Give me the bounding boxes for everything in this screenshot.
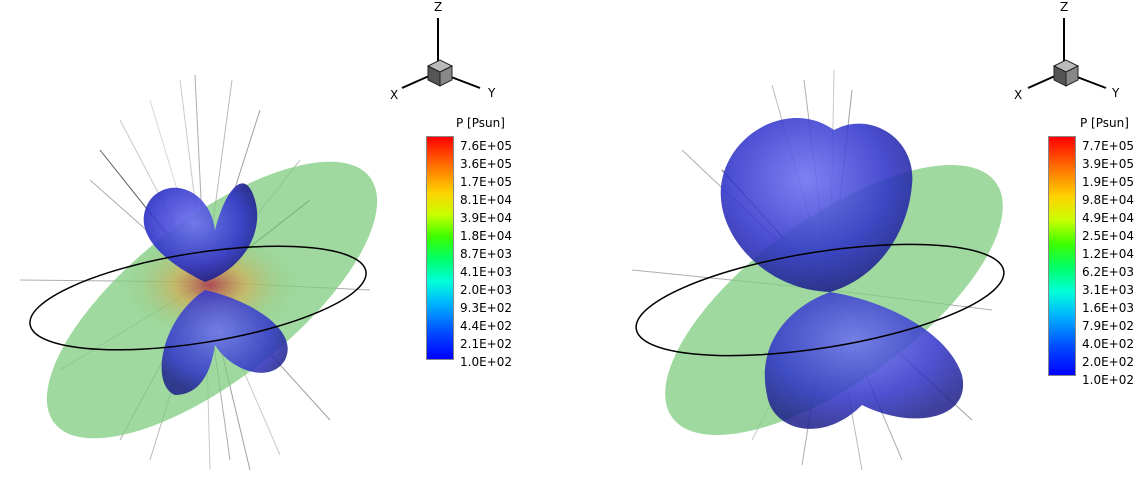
- orbit-ring: [29, 245, 367, 351]
- orbit-ring: [635, 243, 1005, 357]
- colorbar: [1048, 136, 1076, 376]
- colorbar-tick: 1.9E+05: [1082, 175, 1134, 189]
- colorbar-tick: 8.7E+03: [460, 247, 512, 261]
- axis-triad: [401, 18, 481, 89]
- colorbar-tick: 7.7E+05: [1082, 139, 1134, 153]
- colorbar-tick: 7.6E+05: [460, 139, 512, 153]
- colorbar-tick: 4.4E+02: [460, 319, 512, 333]
- upper-lobe: [720, 118, 913, 292]
- z-axis-label: Z: [1060, 0, 1069, 14]
- z-axis-label: Z: [434, 0, 443, 14]
- colorbar-tick: 9.3E+02: [460, 301, 512, 315]
- right-3d-scene: [631, 18, 1107, 471]
- y-axis-label: Y: [488, 86, 496, 100]
- colorbar-tick: 3.1E+03: [1082, 283, 1134, 297]
- x-axis-label: X: [1014, 88, 1023, 102]
- colorbar-tick: 4.1E+03: [460, 265, 512, 279]
- y-axis-label: Y: [1112, 86, 1120, 100]
- colorbar-tick: 2.0E+03: [460, 283, 512, 297]
- colorbar-tick: 1.0E+02: [460, 355, 512, 369]
- colorbar-title: P [Psun]: [1080, 116, 1129, 130]
- left-3d-scene: [19, 18, 481, 471]
- colorbar-title: P [Psun]: [456, 116, 505, 130]
- colorbar-tick: 2.5E+04: [1082, 229, 1134, 243]
- colorbar-tick: 7.9E+02: [1082, 319, 1134, 333]
- left-panel: Z X Y P [Psun] 7.6E+05 3.6E+05 1.7E+05 8…: [0, 0, 572, 481]
- colorbar-tick: 3.9E+04: [460, 211, 512, 225]
- colorbar-tick: 3.9E+05: [1082, 157, 1134, 171]
- colorbar-tick: 4.0E+02: [1082, 337, 1134, 351]
- right-panel: Z X Y P [Psun] 7.7E+05 3.9E+05 1.9E+05 9…: [572, 0, 1144, 481]
- colorbar-tick: 2.1E+02: [460, 337, 512, 351]
- colorbar-tick: 1.8E+04: [460, 229, 512, 243]
- colorbar-tick: 8.1E+04: [460, 193, 512, 207]
- colorbar: [426, 136, 454, 360]
- colorbar-tick: 1.7E+05: [460, 175, 512, 189]
- lower-lobe: [764, 292, 964, 429]
- lower-lobe: [161, 290, 288, 395]
- x-axis-label: X: [390, 88, 399, 102]
- colorbar-tick: 9.8E+04: [1082, 193, 1134, 207]
- axis-triad: [1027, 18, 1107, 89]
- colorbar-tick: 1.0E+02: [1082, 373, 1134, 387]
- colorbar-tick: 3.6E+05: [460, 157, 512, 171]
- colorbar-tick: 6.2E+03: [1082, 265, 1134, 279]
- colorbar-tick: 2.0E+02: [1082, 355, 1134, 369]
- colorbar-tick: 1.2E+04: [1082, 247, 1134, 261]
- colorbar-tick: 4.9E+04: [1082, 211, 1134, 225]
- colorbar-tick: 1.6E+03: [1082, 301, 1134, 315]
